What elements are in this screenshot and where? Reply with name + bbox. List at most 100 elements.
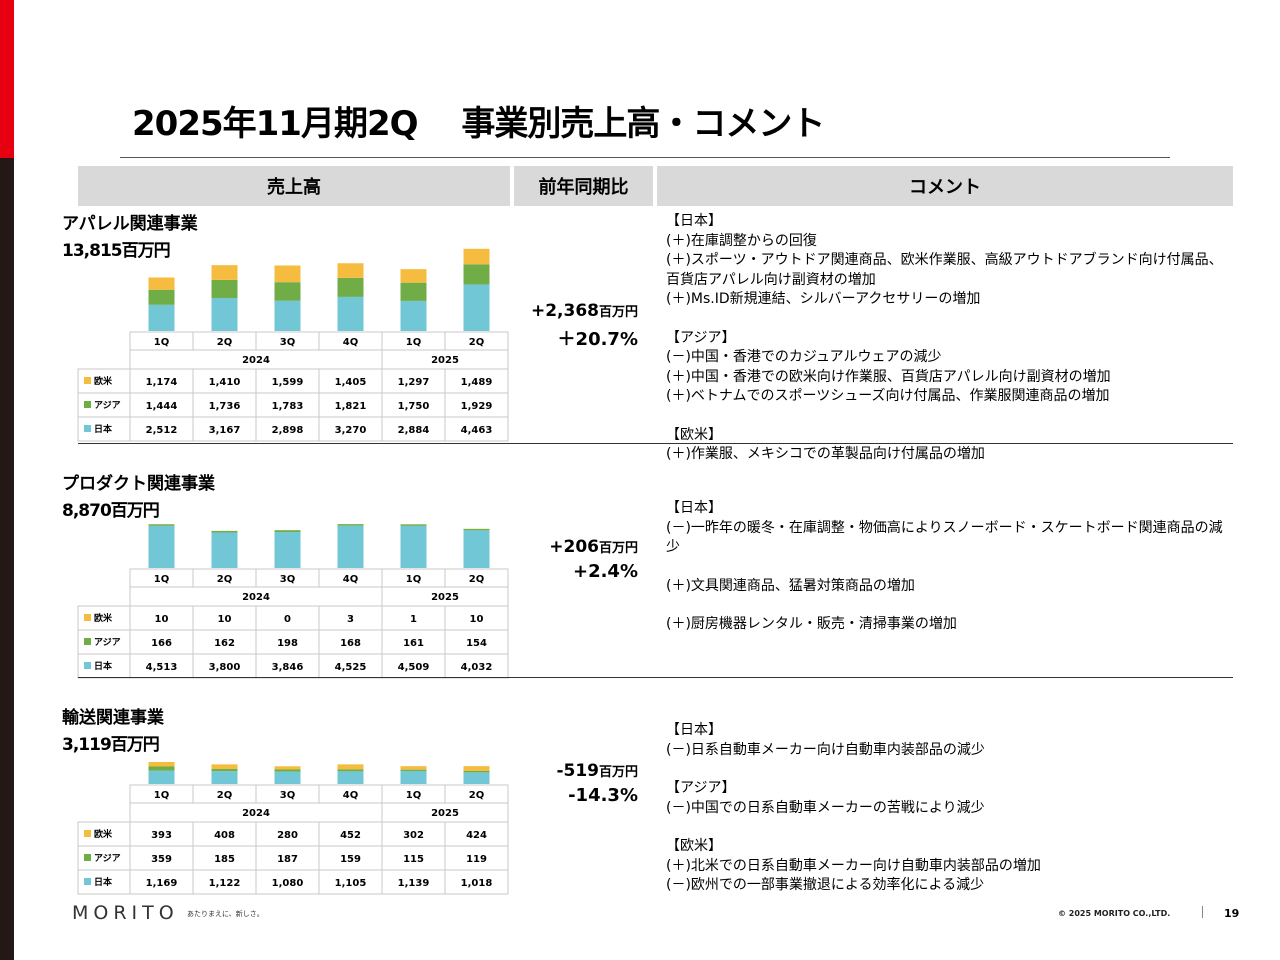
data-label: 3,800 — [209, 662, 241, 673]
data-label: 4,509 — [398, 662, 430, 673]
table-cell — [192, 368, 257, 394]
table-cell — [192, 869, 257, 895]
bar-segment — [148, 304, 175, 331]
bar-segment — [400, 770, 427, 784]
data-label: 4,463 — [461, 425, 493, 436]
table-cell — [77, 416, 131, 442]
segment-name: アパレル関連事業 — [62, 214, 198, 234]
bar-segment — [337, 769, 364, 772]
data-label: 168 — [340, 638, 361, 649]
bar-segment — [274, 532, 301, 568]
comment-list: 【日本】 (－)日系自動車メーカー向け自動車内装部品の減少 【アジア】 (－)中国での… — [666, 721, 1226, 896]
category-label: 1Q — [406, 337, 421, 348]
legend-label: 欧米 — [94, 828, 113, 840]
bar-segment — [400, 766, 427, 770]
category-label: 4Q — [343, 337, 358, 348]
comment-item: (－)中国・香港でのカジュアルウェアの減少 — [666, 349, 942, 365]
table-cell — [318, 368, 383, 394]
yoy-percent: -14.3% — [568, 785, 638, 806]
bar-segment — [274, 530, 301, 533]
page-title: 2025年11月期2Q 事業別売上高・コメント — [132, 104, 825, 144]
data-label: 3,167 — [209, 425, 241, 436]
data-label: 1,105 — [335, 878, 367, 889]
table-cell — [381, 629, 446, 655]
data-label: 10 — [470, 614, 484, 625]
data-label: 119 — [466, 854, 487, 865]
bar-segment — [211, 764, 238, 770]
data-label: 0 — [284, 614, 291, 625]
bar-segment — [337, 263, 364, 278]
legend-swatch — [84, 854, 91, 861]
legend-label: アジア — [94, 637, 121, 648]
data-label: 154 — [466, 638, 487, 649]
bar-segment — [274, 282, 301, 301]
yoy-amount: +206 — [549, 537, 599, 557]
category-label: 1Q — [406, 574, 421, 585]
data-label: 198 — [277, 638, 298, 649]
data-label: 3,846 — [272, 662, 304, 673]
legend-swatch — [84, 377, 91, 384]
bar-segment — [463, 770, 490, 773]
data-label: 1,174 — [146, 377, 178, 388]
bar-segment — [274, 771, 301, 784]
data-label: 452 — [340, 830, 361, 841]
comment-spacer — [666, 760, 1226, 779]
data-label: 1,139 — [398, 878, 430, 889]
table-cell — [381, 368, 446, 394]
yoy-unit: 百万円 — [598, 765, 638, 780]
data-label: 1,169 — [146, 878, 178, 889]
bar-segment — [400, 300, 427, 331]
yoy-amount: +2,368 — [530, 301, 599, 321]
yoy-block: -519百万円 -14.3% — [516, 761, 638, 806]
table-cell — [129, 392, 194, 418]
comment-item: (－)中国での日系自動車メーカーの苦戦により減少 — [666, 799, 985, 816]
comment-item: (＋)作業服、メキシコでの革製品向け付属品の増加 — [666, 446, 985, 462]
data-label: 2,884 — [398, 425, 430, 436]
table-cell — [444, 416, 509, 442]
bar-segment — [148, 289, 175, 305]
bar-segment — [148, 277, 175, 290]
accent-bar-dark — [0, 158, 14, 960]
yoy-percent: +2.4% — [572, 561, 638, 582]
data-label: 1,929 — [461, 401, 493, 412]
table-cell — [318, 845, 383, 871]
yoy-amount: -519 — [556, 761, 599, 781]
legend-swatch — [84, 662, 91, 669]
legend-swatch — [84, 401, 91, 408]
comment-list: 【日本】 (＋)在庫調整からの回復 (＋)スポーツ・アウトドア関連商品、欧米作業服、… — [666, 212, 1226, 465]
comment-spacer — [666, 310, 1226, 329]
comment-region-heading: 【アジア】 — [666, 780, 736, 796]
table-cell — [255, 869, 320, 895]
table-cell — [318, 821, 383, 847]
bar-segment — [337, 277, 364, 297]
data-label: 4,032 — [461, 662, 493, 673]
year-label: 2025 — [431, 808, 459, 819]
table-cell — [444, 629, 509, 655]
segment-total: 3,119百万円 — [62, 735, 160, 755]
comment-region-heading: 【欧米】 — [666, 426, 722, 443]
data-label: 1,599 — [272, 377, 304, 388]
data-label: 1,821 — [335, 401, 367, 412]
header-yoy: 前年同期比 — [514, 166, 653, 206]
data-label: 115 — [403, 854, 424, 865]
header-comment: コメント — [657, 166, 1233, 206]
year-label: 2025 — [431, 355, 459, 366]
comment-region-heading: 【アジア】 — [666, 329, 736, 346]
table-cell — [381, 416, 446, 442]
copyright-text: © 2025 MORITO CO.,LTD. — [1058, 909, 1171, 918]
category-label: 4Q — [343, 574, 358, 585]
data-label: 161 — [403, 638, 424, 649]
category-label: 2Q — [469, 337, 484, 348]
data-label: 280 — [277, 830, 298, 841]
table-cell — [318, 629, 383, 655]
stacked-bar-chart-apparel: 1Q 2Q 3Q 4Q 1Q 2Q 2024 2025 欧米 1,174 1,410 1,599 1,4… — [77, 248, 509, 442]
category-label: 2Q — [217, 790, 232, 801]
table-cell — [255, 392, 320, 418]
segment-total: 8,870百万円 — [62, 501, 160, 521]
table-cell — [192, 821, 257, 847]
bar-segment — [274, 766, 301, 770]
bar-segment — [148, 762, 175, 767]
table-cell — [192, 416, 257, 442]
table-cell — [129, 869, 194, 895]
category-label: 1Q — [154, 337, 169, 348]
